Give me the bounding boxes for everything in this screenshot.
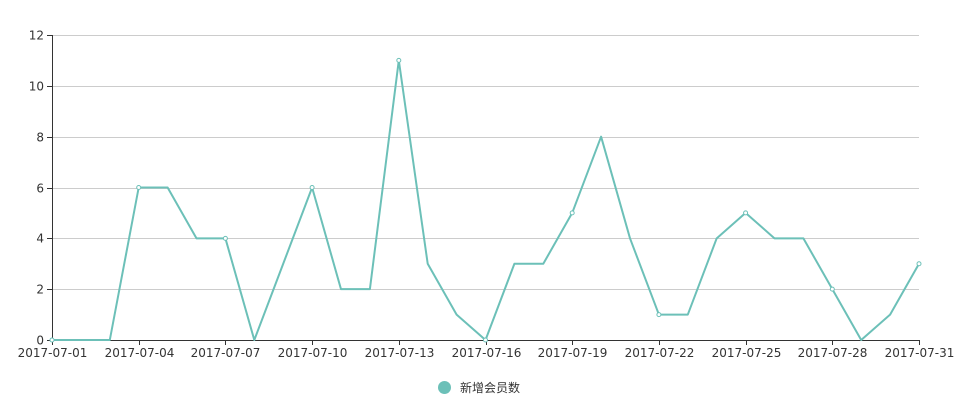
y-tick-label: 10 (29, 80, 44, 94)
y-tick-label: 2 (36, 283, 44, 297)
x-tick-label: 2017-07-28 (798, 346, 868, 360)
data-point (483, 337, 488, 343)
y-tick-label: 4 (36, 232, 44, 246)
x-tick-label: 2017-07-13 (365, 346, 435, 360)
legend: 新增会员数 (0, 375, 958, 399)
x-tick-label: 2017-07-25 (712, 346, 782, 360)
x-tick-label: 2017-07-10 (278, 346, 348, 360)
series-line (52, 59, 920, 341)
legend-dot-icon (437, 380, 451, 394)
data-point (136, 185, 142, 190)
x-tick-label: 2017-07-01 (18, 346, 88, 360)
data-point (656, 312, 662, 318)
grid-lines (52, 35, 919, 290)
data-point (396, 57, 402, 63)
x-tick-label: 2017-07-31 (885, 346, 955, 360)
x-tick-labels: 2017-07-01 2017-07-04 2017-07-07 2017-07-10… (18, 346, 955, 360)
data-point (829, 286, 835, 292)
data-point (569, 210, 575, 216)
axes (47, 35, 920, 345)
x-tick-label: 2017-07-16 (452, 346, 522, 360)
data-point (743, 210, 749, 216)
y-tick-label: 12 (29, 29, 44, 43)
legend-item[interactable]: 新增会员数 (437, 379, 520, 396)
x-tick-label: 2017-07-04 (105, 346, 175, 360)
series-layer (49, 57, 922, 343)
x-tick-label: 2017-07-07 (191, 346, 261, 360)
data-point (49, 337, 55, 343)
y-tick-labels: 0 2 4 6 8 10 12 (29, 29, 44, 348)
legend-label: 新增会员数 (459, 380, 520, 395)
y-tick-label: 6 (36, 182, 44, 196)
data-point (916, 261, 922, 267)
data-point (309, 185, 315, 190)
x-tick-label: 2017-07-22 (625, 346, 695, 360)
data-point (222, 235, 228, 241)
y-tick-label: 8 (36, 131, 44, 145)
x-tick-label: 2017-07-19 (538, 346, 608, 360)
y-tick-label: 0 (36, 334, 44, 348)
